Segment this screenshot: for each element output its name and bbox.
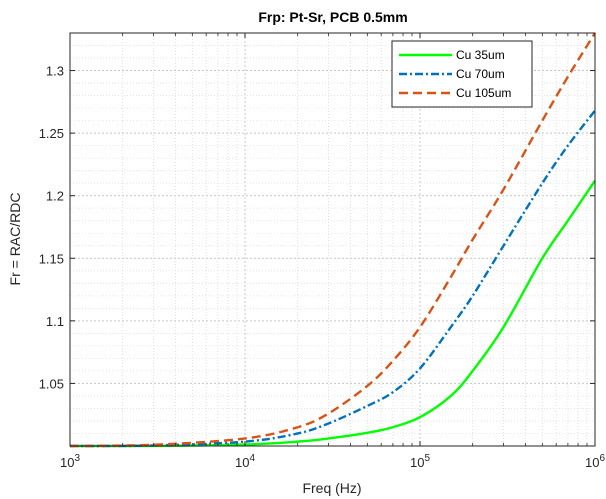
x-axis-ticks: 103 104 105 106 <box>60 33 605 470</box>
y-tick-label: 1.3 <box>46 64 64 79</box>
x-axis-label: Freq (Hz) <box>302 480 361 496</box>
x-tick-label: 106 <box>585 453 605 470</box>
x-tick-label: 103 <box>60 453 80 470</box>
y-axis-ticks: 1.05 1.1 1.15 1.2 1.25 1.3 <box>39 64 595 391</box>
legend: Cu 35um Cu 70um Cu 105um <box>391 40 533 108</box>
series-line-1 <box>69 180 596 448</box>
series-line-2 <box>69 109 596 448</box>
chart-title: Frp: Pt-Sr, PCB 0.5mm <box>258 9 407 25</box>
y-axis-label: Fr = RAC/RDC <box>7 193 23 286</box>
minor-grid <box>70 33 595 446</box>
series-line-3 <box>69 32 597 448</box>
x-tick-label: 104 <box>235 453 255 470</box>
y-tick-label: 1.25 <box>39 126 64 141</box>
y-tick-label: 1.15 <box>39 251 64 266</box>
legend-label-3: Cu 105um <box>456 86 511 100</box>
y-tick-label: 1.1 <box>46 314 64 329</box>
legend-label-1: Cu 35um <box>456 48 505 62</box>
plot-frame <box>69 32 596 447</box>
y-tick-label: 1.2 <box>46 189 64 204</box>
x-tick-label: 105 <box>410 453 430 470</box>
series-layer <box>69 32 597 448</box>
y-tick-label: 1.05 <box>39 376 64 391</box>
legend-label-2: Cu 70um <box>456 67 505 81</box>
